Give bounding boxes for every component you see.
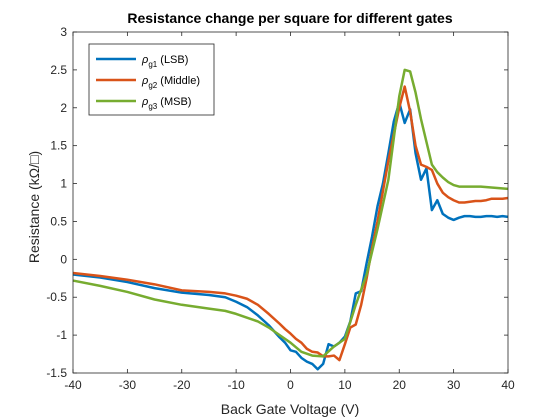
x-tick-label: -20 bbox=[173, 378, 191, 392]
x-tick-label: 20 bbox=[393, 378, 407, 392]
y-axis-label: Resistance (kΩ/□) bbox=[26, 151, 42, 263]
x-tick-label: -10 bbox=[227, 378, 245, 392]
series-line-3 bbox=[72, 68, 509, 358]
y-tick-label: 3 bbox=[60, 25, 67, 39]
legend-entry-2: ρg2 (Middle) bbox=[141, 75, 200, 90]
series-line-2 bbox=[72, 85, 509, 362]
y-tick-label: 0 bbox=[60, 252, 67, 266]
x-tick-label: 40 bbox=[501, 378, 515, 392]
y-tick-label: -1.5 bbox=[46, 366, 67, 380]
y-tick-label: 2 bbox=[60, 101, 67, 115]
x-tick-label: 0 bbox=[287, 378, 294, 392]
y-tick-label: 1 bbox=[60, 177, 67, 191]
legend-entry-1: ρg1 (LSB) bbox=[141, 54, 188, 69]
x-tick-label: -40 bbox=[64, 378, 82, 392]
y-tick-label: -1 bbox=[56, 328, 67, 342]
x-axis-label: Back Gate Voltage (V) bbox=[221, 401, 360, 417]
chart-title: Resistance change per square for differe… bbox=[127, 10, 452, 26]
legend: ρg1 (LSB) ρg2 (Middle) ρg3 (MSB) bbox=[88, 43, 215, 116]
series-line-1 bbox=[72, 101, 509, 371]
x-tick-label: 30 bbox=[447, 378, 461, 392]
y-tick-label: 1.5 bbox=[50, 139, 67, 153]
x-tick-label: 10 bbox=[338, 378, 352, 392]
y-tick-label: 0.5 bbox=[50, 214, 67, 228]
y-tick-label: 2.5 bbox=[50, 63, 67, 77]
x-tick-label: -30 bbox=[119, 378, 137, 392]
y-tick-label: -0.5 bbox=[46, 290, 67, 304]
legend-entry-3: ρg3 (MSB) bbox=[141, 96, 191, 111]
